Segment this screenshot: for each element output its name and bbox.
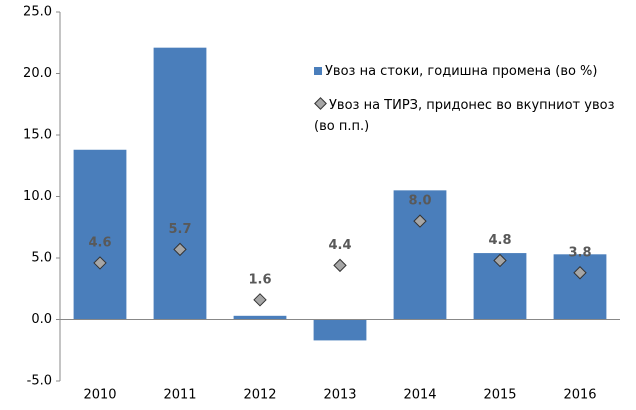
y-tick-label: 15.0 xyxy=(23,128,52,143)
bar xyxy=(313,319,367,341)
data-label: 4.4 xyxy=(328,238,351,253)
x-tick-label: 2014 xyxy=(403,388,436,403)
legend-item: Увоз на ТИРЗ, придонес во вкупниот увоз … xyxy=(314,95,632,137)
y-tick-label: 10.0 xyxy=(23,189,52,204)
data-label: 5.7 xyxy=(168,222,191,237)
data-label: 3.8 xyxy=(568,245,591,260)
x-tick-label: 2015 xyxy=(483,388,516,403)
bar xyxy=(73,149,127,320)
bar xyxy=(233,315,287,320)
y-tick-label: 5.0 xyxy=(31,251,52,266)
diamond-marker xyxy=(173,242,187,257)
x-tick-label: 2016 xyxy=(563,388,596,403)
data-label: 4.8 xyxy=(488,233,511,248)
diamond-marker xyxy=(253,293,267,307)
diamond-marker xyxy=(573,266,587,280)
diamond-marker xyxy=(493,253,507,268)
x-tick-label: 2013 xyxy=(323,388,356,403)
diamond-marker xyxy=(413,214,427,228)
data-label: 8.0 xyxy=(408,194,431,209)
bar xyxy=(393,190,447,320)
legend-label: Увоз на ТИРЗ, придонес во вкупниот увоз … xyxy=(314,98,615,134)
data-label: 1.6 xyxy=(248,272,271,287)
diamond-marker xyxy=(93,256,107,270)
y-tick-label: -5.0 xyxy=(27,374,52,389)
x-tick-label: 2011 xyxy=(163,388,196,403)
x-tick-label: 2010 xyxy=(83,388,116,403)
y-tick-label: 25.0 xyxy=(23,5,52,20)
legend-swatch xyxy=(314,67,322,75)
bar xyxy=(553,254,607,320)
y-tick-label: 20.0 xyxy=(23,66,52,81)
data-label: 4.6 xyxy=(88,235,111,250)
bar xyxy=(153,47,207,320)
legend-swatch xyxy=(314,97,327,110)
legend-label: Увоз на стоки, годишна промена (во %) xyxy=(325,64,598,79)
diamond-marker xyxy=(333,258,347,273)
legend-item: Увоз на стоки, годишна промена (во %) xyxy=(314,61,632,82)
x-tick-label: 2012 xyxy=(243,388,276,403)
y-tick-label: 0.0 xyxy=(31,312,52,327)
